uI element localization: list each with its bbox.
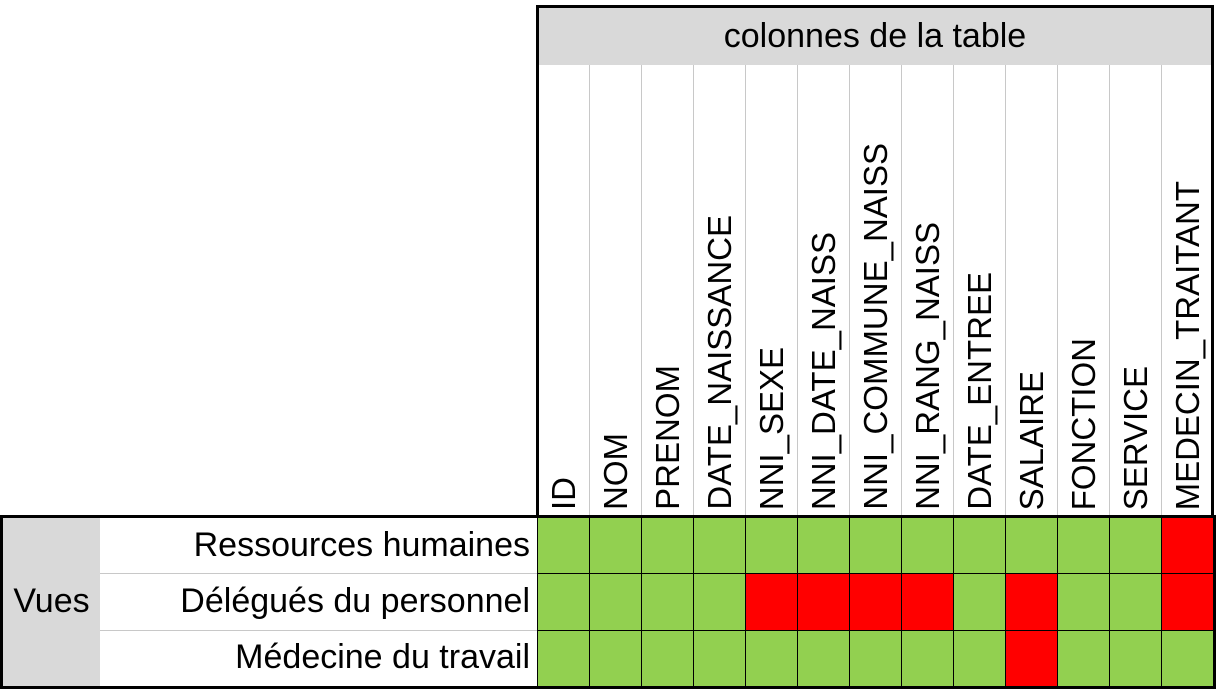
matrix-cell-allowed bbox=[1109, 573, 1162, 631]
column-divider bbox=[1109, 65, 1110, 516]
matrix-cell-allowed bbox=[1057, 573, 1110, 631]
column-divider bbox=[1161, 65, 1162, 516]
column-header-label: NOM bbox=[596, 433, 634, 510]
column-header: SERVICE bbox=[1109, 65, 1161, 510]
column-header: NNI_DATE_NAISS bbox=[797, 65, 849, 510]
matrix-cell-allowed bbox=[745, 629, 798, 687]
column-header: NNI_COMMUNE_NAISS bbox=[849, 65, 901, 510]
column-header: ID bbox=[537, 65, 589, 510]
matrix-cell-denied bbox=[1161, 517, 1214, 575]
column-divider bbox=[641, 65, 642, 516]
column-divider bbox=[1057, 65, 1058, 516]
row-label: Ressources humaines bbox=[193, 525, 530, 564]
matrix-cell-allowed bbox=[537, 573, 590, 631]
columns-header-frame bbox=[536, 5, 1214, 517]
column-header-label: MEDECIN_TRAITANT bbox=[1168, 180, 1206, 510]
column-header-label: DATE_ENTREE bbox=[960, 272, 998, 510]
column-header: NNI_SEXE bbox=[745, 65, 797, 510]
column-header: DATE_ENTREE bbox=[953, 65, 1005, 510]
columns-header-title: colonnes de la table bbox=[723, 16, 1027, 55]
column-divider bbox=[797, 65, 798, 516]
rows-frame bbox=[0, 515, 1216, 689]
rows-group-band: Vues bbox=[3, 517, 100, 686]
column-divider bbox=[693, 65, 694, 516]
column-header-label: NNI_RANG_NAISS bbox=[908, 222, 946, 510]
column-header-label: NNI_COMMUNE_NAISS bbox=[856, 143, 894, 510]
column-header-label: PRENOM bbox=[648, 365, 686, 510]
row-label: Médecine du travail bbox=[235, 638, 530, 677]
column-divider bbox=[745, 65, 746, 516]
column-header: SALAIRE bbox=[1005, 65, 1057, 510]
column-header-label: NNI_SEXE bbox=[752, 346, 790, 510]
column-header: MEDECIN_TRAITANT bbox=[1161, 65, 1213, 510]
column-header-label: FONCTION bbox=[1064, 337, 1102, 510]
column-header: PRENOM bbox=[641, 65, 693, 510]
column-header-label: SALAIRE bbox=[1012, 370, 1050, 510]
matrix-cell-denied bbox=[901, 573, 954, 631]
matrix-cell-allowed bbox=[693, 629, 746, 687]
matrix-cell-allowed bbox=[641, 629, 694, 687]
column-divider bbox=[589, 65, 590, 516]
column-divider bbox=[849, 65, 850, 516]
matrix-cell-allowed bbox=[589, 573, 642, 631]
row-divider bbox=[100, 573, 537, 575]
column-header-label: NNI_DATE_NAISS bbox=[804, 231, 842, 510]
column-header-label: ID bbox=[544, 477, 582, 510]
matrix-cell-allowed bbox=[693, 573, 746, 631]
rows-group-label: Vues bbox=[13, 582, 90, 620]
row-label: Délégués du personnel bbox=[180, 581, 530, 620]
column-header: NNI_RANG_NAISS bbox=[901, 65, 953, 510]
matrix-left-edge bbox=[537, 517, 538, 686]
column-header-label: DATE_NAISSANCE bbox=[700, 215, 738, 510]
column-divider bbox=[1005, 65, 1006, 516]
column-header: FONCTION bbox=[1057, 65, 1109, 510]
column-divider bbox=[953, 65, 954, 516]
matrix-cell-allowed bbox=[1057, 517, 1110, 575]
columns-header: colonnes de la table bbox=[538, 7, 1212, 65]
column-header: DATE_NAISSANCE bbox=[693, 65, 745, 510]
row-divider bbox=[100, 629, 537, 631]
column-divider bbox=[901, 65, 902, 516]
column-header-label: SERVICE bbox=[1116, 365, 1154, 510]
column-header: NOM bbox=[589, 65, 641, 510]
matrix-cell-denied bbox=[745, 573, 798, 631]
